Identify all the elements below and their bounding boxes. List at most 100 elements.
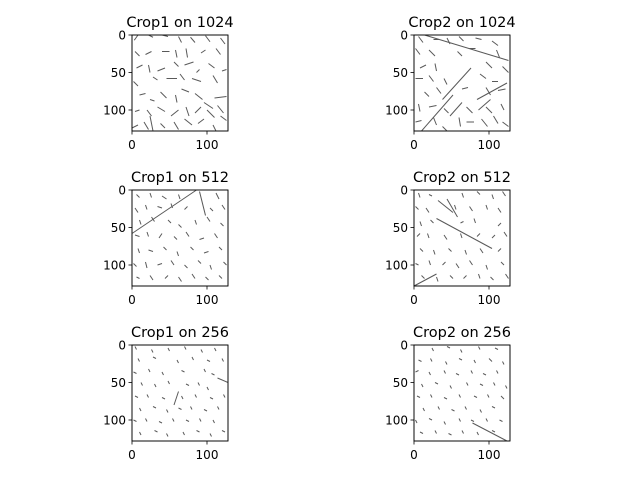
segment-line <box>181 370 185 373</box>
segment-line <box>473 359 476 364</box>
x-tick-label: 100 <box>478 138 501 152</box>
segment-line <box>166 409 169 413</box>
segment-line <box>458 394 461 398</box>
segment-line <box>461 87 469 90</box>
segment-line <box>217 377 229 383</box>
segment-line <box>218 246 223 251</box>
segment-line <box>427 233 430 239</box>
segment-line <box>200 349 203 353</box>
segment-line <box>205 276 209 281</box>
segment-line <box>160 91 167 99</box>
segment-line <box>176 359 179 364</box>
segment-line <box>437 200 454 213</box>
segment-line <box>185 419 190 422</box>
segment-line <box>500 395 505 400</box>
segment-line <box>208 63 215 69</box>
segment-line <box>478 346 481 350</box>
segment-line <box>442 261 446 266</box>
segment-line <box>148 368 151 373</box>
segment-line <box>149 99 155 102</box>
segment-line <box>203 102 214 109</box>
segment-line <box>148 249 154 252</box>
segment-line <box>173 61 179 67</box>
segment-line <box>145 204 148 210</box>
segment-line <box>158 421 163 424</box>
segment-line <box>449 385 452 389</box>
segment-line <box>443 397 448 400</box>
segment-line <box>134 109 140 112</box>
segment-line <box>151 216 155 222</box>
segment-line <box>133 263 137 267</box>
segment-line <box>476 233 481 237</box>
segment-line <box>211 373 215 376</box>
segment-line <box>149 192 152 198</box>
segments <box>133 346 229 437</box>
segment-line <box>461 192 464 198</box>
segment-line <box>502 66 509 73</box>
segment-line <box>500 261 505 266</box>
segment-line <box>499 419 503 422</box>
segment-line <box>428 105 437 108</box>
segment-line <box>428 75 434 82</box>
segment-line <box>170 203 173 209</box>
segment-line <box>133 371 137 374</box>
segment-line <box>458 117 461 127</box>
segment-line <box>479 409 482 413</box>
segment-line <box>476 82 508 100</box>
segment-line <box>206 216 211 222</box>
segment-line <box>416 395 421 398</box>
segment-line <box>449 102 463 117</box>
segment-line <box>443 78 448 85</box>
segment-line <box>434 430 437 434</box>
panel-title: Crop1 on 512 <box>131 170 229 186</box>
segment-line <box>445 361 448 365</box>
segment-line <box>181 395 184 400</box>
x-tick-label: 0 <box>410 448 418 462</box>
segment-line <box>493 115 499 124</box>
segment-line <box>448 248 452 252</box>
segment-line <box>206 359 211 362</box>
segment-line <box>199 237 205 240</box>
segment-line <box>497 207 502 213</box>
segment-line <box>157 263 163 266</box>
segment-line <box>176 251 179 257</box>
segment-line <box>143 121 149 130</box>
segment-line <box>220 222 224 227</box>
segment-line <box>433 249 436 255</box>
segment-line <box>161 397 166 400</box>
segment-line <box>502 361 505 365</box>
segment-line <box>161 371 164 376</box>
segment-line <box>203 368 206 373</box>
segment-line <box>476 191 481 195</box>
y-tick-label: 50 <box>111 66 126 80</box>
segment-line <box>469 260 473 266</box>
segment-line <box>418 192 421 198</box>
segment-line <box>184 118 193 126</box>
segment-line <box>455 373 460 376</box>
segment-line <box>460 233 463 239</box>
segment-line <box>178 276 182 282</box>
segment-line <box>131 124 139 129</box>
segment-line <box>434 382 439 385</box>
segment-line <box>220 37 226 45</box>
segment-line <box>167 219 172 224</box>
segment-line <box>178 36 182 43</box>
segments <box>413 191 509 287</box>
segment-line <box>446 198 458 218</box>
segment-line <box>442 67 472 100</box>
segment-line <box>145 261 148 269</box>
segment-line <box>197 382 200 386</box>
segment-line <box>469 206 473 212</box>
segment-line <box>424 91 430 97</box>
segment-line <box>182 431 185 436</box>
segment-line <box>191 356 194 361</box>
segment-line <box>166 433 169 437</box>
segment-line <box>500 103 505 111</box>
segment-line <box>466 382 469 386</box>
segment-line <box>437 406 440 410</box>
segment-line <box>448 433 452 436</box>
segment-line <box>133 81 139 87</box>
segment-line <box>190 36 196 43</box>
segment-line <box>419 248 424 252</box>
segment-line <box>442 126 448 132</box>
